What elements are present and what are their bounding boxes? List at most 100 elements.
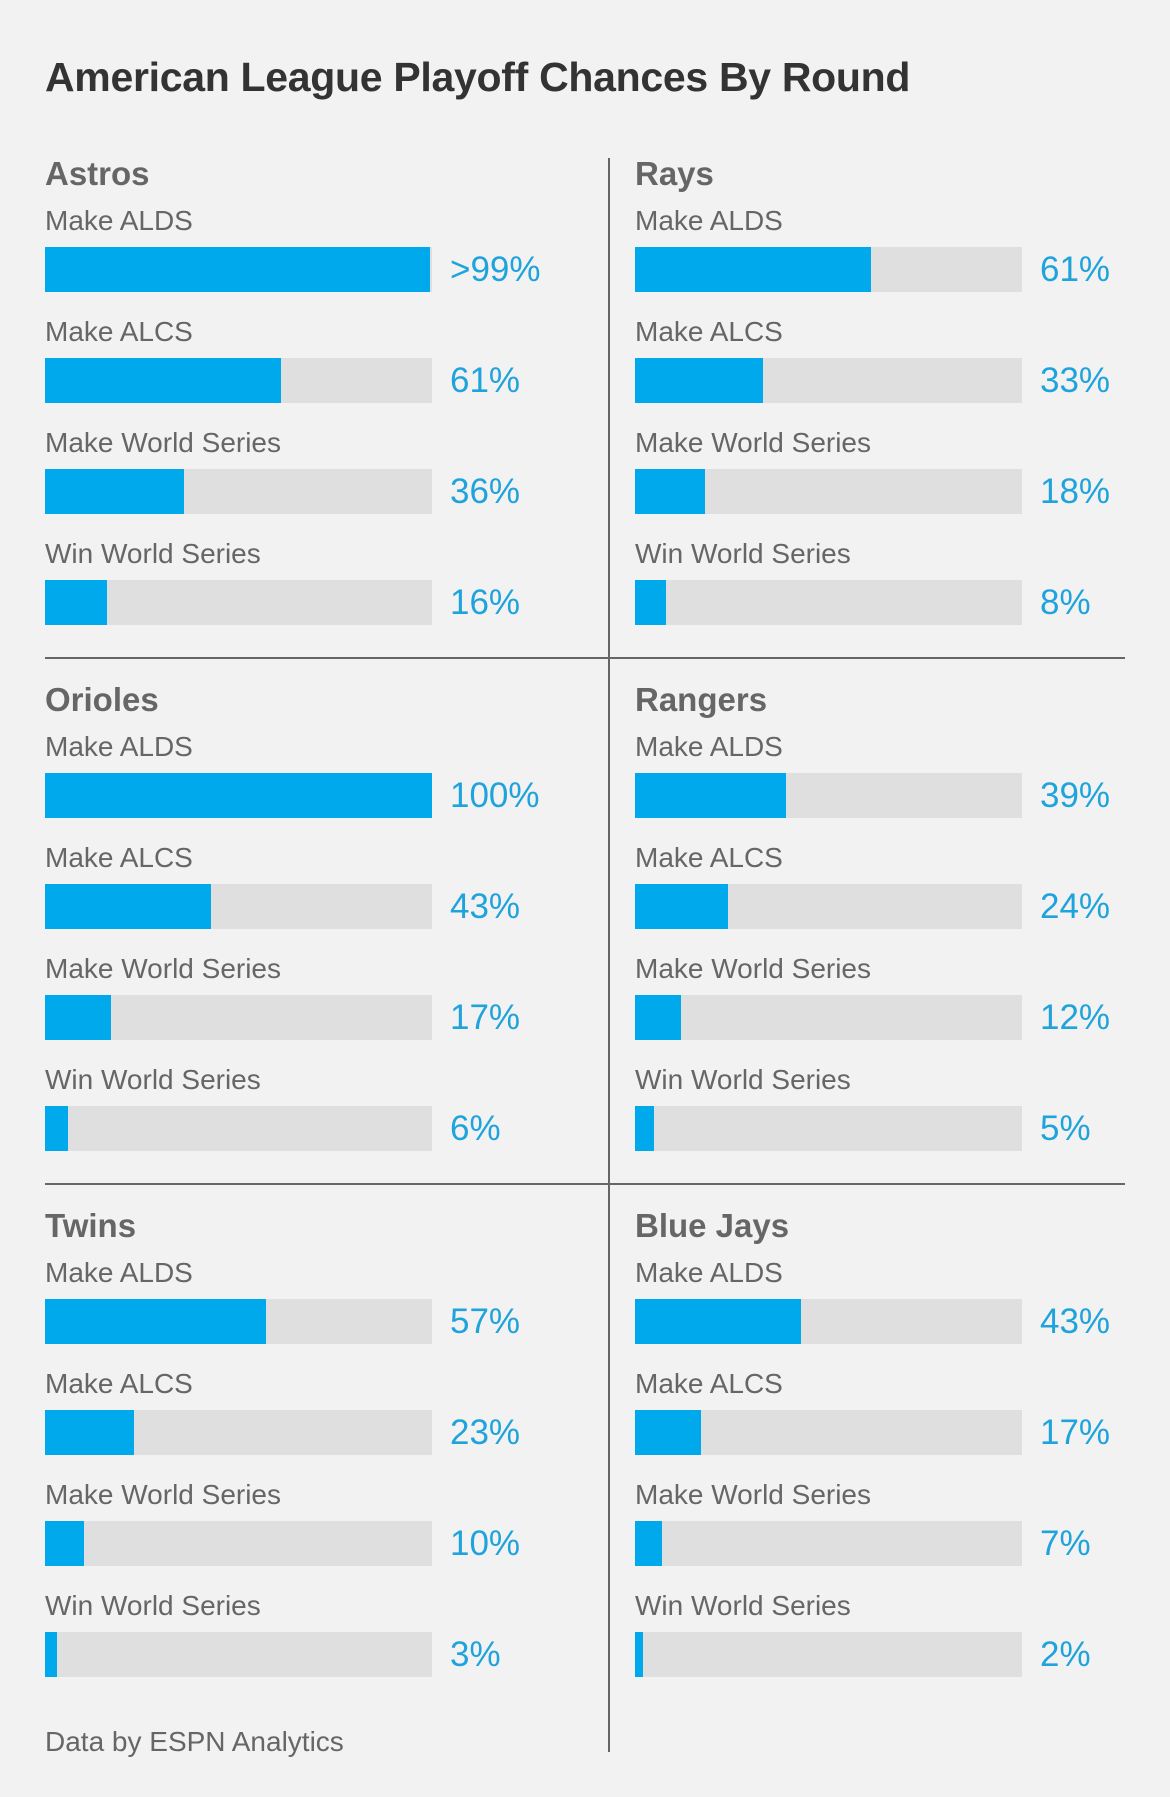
bar-track [635, 1410, 1022, 1455]
bar-track [45, 1521, 432, 1566]
round-label: Make ALCS [635, 316, 783, 347]
bar-track [635, 1521, 1022, 1566]
value-label: 33% [1040, 361, 1111, 400]
bar-track [45, 773, 432, 818]
value-label: 57% [450, 1302, 521, 1341]
bar-fill [45, 247, 431, 292]
round-label: Make World Series [635, 953, 872, 984]
bar-track [635, 247, 1022, 292]
value-label: 61% [450, 361, 521, 400]
round-label: Make ALDS [45, 1257, 193, 1288]
value-label: 43% [450, 887, 521, 926]
bar-track [45, 469, 432, 514]
bar-track [45, 247, 432, 292]
bar-fill [635, 1299, 802, 1344]
bar-fill [45, 1632, 57, 1677]
value-label: 36% [450, 472, 521, 511]
bar-fill [635, 773, 786, 818]
bar-fill [635, 469, 705, 514]
team-name: Rangers [635, 681, 768, 718]
bar-fill [45, 1410, 134, 1455]
value-label: 12% [1040, 998, 1111, 1037]
value-label: 8% [1040, 583, 1091, 622]
round-label: Win World Series [45, 1590, 261, 1621]
bar-fill [635, 995, 682, 1040]
round-label: Make ALDS [45, 731, 193, 762]
bar-fill [635, 884, 728, 929]
value-label: 5% [1040, 1109, 1091, 1148]
team-name: Blue Jays [635, 1207, 790, 1244]
bar-fill [45, 1299, 266, 1344]
team-name: Astros [45, 155, 150, 192]
round-label: Make ALDS [635, 1257, 783, 1288]
bar-track [45, 1632, 432, 1677]
value-label: 61% [1040, 250, 1111, 289]
value-label: >99% [450, 250, 541, 289]
bar-track [635, 884, 1022, 929]
bar-track [635, 580, 1022, 625]
value-label: 100% [450, 776, 540, 815]
chart-title: American League Playoff Chances By Round [45, 54, 911, 100]
source-note: Data by ESPN Analytics [45, 1726, 344, 1757]
round-label: Win World Series [635, 538, 851, 569]
round-label: Make World Series [45, 427, 282, 458]
bar-track [45, 995, 432, 1040]
bar-track [635, 469, 1022, 514]
bar-fill [635, 580, 666, 625]
bar-fill [635, 1106, 655, 1151]
team-name: Orioles [45, 681, 159, 718]
bar-fill [635, 1632, 643, 1677]
value-label: 39% [1040, 776, 1111, 815]
value-label: 24% [1040, 887, 1111, 926]
bar-fill [635, 1521, 663, 1566]
round-label: Make ALCS [45, 1368, 193, 1399]
round-label: Win World Series [635, 1590, 851, 1621]
bar-fill [45, 580, 107, 625]
bar-track [45, 1106, 432, 1151]
bar-track [45, 358, 432, 403]
team-name: Rays [635, 155, 714, 192]
round-label: Make ALCS [635, 842, 783, 873]
bar-fill [635, 358, 763, 403]
round-label: Win World Series [45, 1064, 261, 1095]
bar-track [635, 995, 1022, 1040]
round-label: Make World Series [635, 427, 872, 458]
value-label: 17% [450, 998, 521, 1037]
round-label: Win World Series [635, 1064, 851, 1095]
bar-fill [45, 995, 111, 1040]
bar-fill [635, 1410, 701, 1455]
value-label: 23% [450, 1413, 521, 1452]
round-label: Make ALCS [45, 316, 193, 347]
bar-track [635, 773, 1022, 818]
column-divider [608, 158, 610, 1752]
bar-track [45, 1410, 432, 1455]
round-label: Make ALDS [635, 731, 783, 762]
bar-fill [45, 469, 185, 514]
bar-track [45, 1299, 432, 1344]
value-label: 2% [1040, 1635, 1091, 1674]
bar-track [45, 580, 432, 625]
value-label: 17% [1040, 1413, 1111, 1452]
row-divider [45, 1183, 1125, 1185]
value-label: 43% [1040, 1302, 1111, 1341]
bar-fill [45, 773, 432, 818]
bar-track [635, 358, 1022, 403]
bar-fill [635, 247, 872, 292]
value-label: 18% [1040, 472, 1111, 511]
bar-track [45, 884, 432, 929]
value-label: 6% [450, 1109, 501, 1148]
round-label: Make World Series [45, 953, 282, 984]
round-label: Make ALDS [635, 205, 783, 236]
round-label: Make ALCS [45, 842, 193, 873]
round-label: Win World Series [45, 538, 261, 569]
round-label: Make World Series [45, 1479, 282, 1510]
bar-fill [45, 358, 282, 403]
value-label: 7% [1040, 1524, 1091, 1563]
bar-track [635, 1632, 1022, 1677]
bar-track [635, 1299, 1022, 1344]
round-label: Make ALDS [45, 205, 193, 236]
value-label: 10% [450, 1524, 521, 1563]
value-label: 3% [450, 1635, 501, 1674]
round-label: Make World Series [635, 1479, 872, 1510]
bar-track [635, 1106, 1022, 1151]
